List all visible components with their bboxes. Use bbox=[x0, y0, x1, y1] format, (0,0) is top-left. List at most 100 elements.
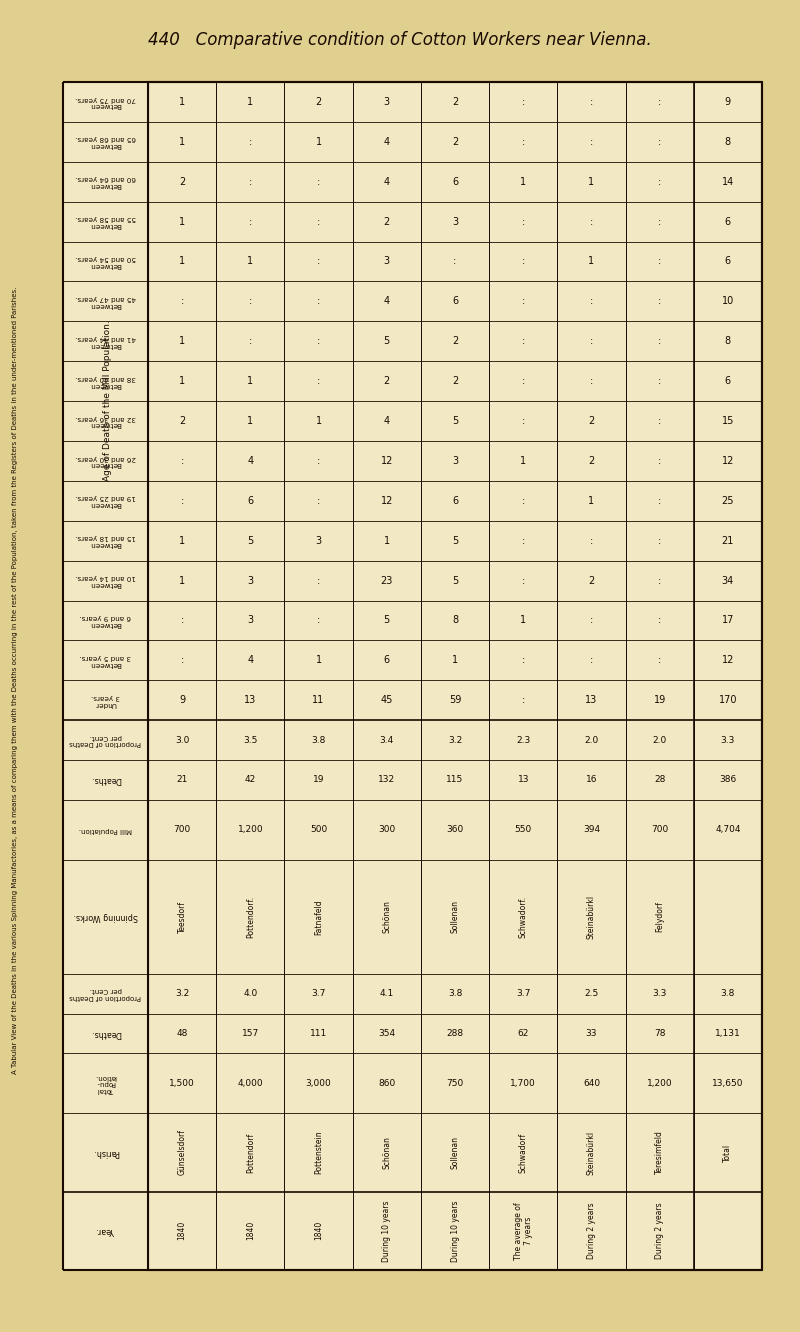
Text: 48: 48 bbox=[177, 1030, 188, 1038]
Bar bbox=[63, 83, 148, 1269]
Text: 1: 1 bbox=[520, 177, 526, 186]
Text: Deaths.: Deaths. bbox=[90, 1030, 121, 1038]
Text: 1: 1 bbox=[452, 655, 458, 665]
Text: :: : bbox=[658, 416, 662, 426]
Text: 1: 1 bbox=[179, 137, 185, 147]
Text: 2: 2 bbox=[588, 416, 594, 426]
Text: Between
19 and 25 years.: Between 19 and 25 years. bbox=[75, 494, 136, 507]
Text: 1: 1 bbox=[315, 655, 322, 665]
Text: 2: 2 bbox=[179, 416, 186, 426]
Text: 1: 1 bbox=[588, 496, 594, 506]
Text: Under
3 years.: Under 3 years. bbox=[91, 694, 120, 706]
Text: 1: 1 bbox=[179, 217, 185, 226]
Text: 15: 15 bbox=[722, 416, 734, 426]
Text: 132: 132 bbox=[378, 775, 395, 785]
Text: 8: 8 bbox=[725, 137, 731, 147]
Text: 3.3: 3.3 bbox=[653, 990, 667, 998]
Text: 3: 3 bbox=[247, 615, 254, 626]
Text: Deaths.: Deaths. bbox=[90, 775, 121, 785]
Text: 3: 3 bbox=[384, 257, 390, 266]
Text: 3.8: 3.8 bbox=[721, 990, 735, 998]
Text: 21: 21 bbox=[177, 775, 188, 785]
Text: :: : bbox=[522, 257, 525, 266]
Text: 12: 12 bbox=[722, 456, 734, 466]
Text: :: : bbox=[658, 137, 662, 147]
Text: 2: 2 bbox=[452, 376, 458, 386]
Text: 360: 360 bbox=[446, 826, 464, 834]
Text: 1,500: 1,500 bbox=[170, 1079, 195, 1088]
Text: 9: 9 bbox=[725, 97, 731, 107]
Text: :: : bbox=[317, 177, 320, 186]
Text: Fatnafeld: Fatnafeld bbox=[314, 899, 323, 935]
Text: 5: 5 bbox=[452, 535, 458, 546]
Text: :: : bbox=[658, 655, 662, 665]
Text: 1: 1 bbox=[179, 257, 185, 266]
Text: Steinabürkl: Steinabürkl bbox=[587, 895, 596, 939]
Text: Teresimfeld: Teresimfeld bbox=[655, 1131, 664, 1175]
Text: 157: 157 bbox=[242, 1030, 259, 1038]
Text: :: : bbox=[590, 655, 593, 665]
Text: 3: 3 bbox=[452, 456, 458, 466]
Text: Schönan: Schönan bbox=[382, 900, 391, 934]
Text: Parish.: Parish. bbox=[92, 1148, 119, 1158]
Text: Between
3 and 5 years.: Between 3 and 5 years. bbox=[80, 654, 131, 667]
Text: Between
70 and 75 years.: Between 70 and 75 years. bbox=[75, 96, 136, 108]
Text: Felydorf: Felydorf bbox=[655, 902, 664, 932]
Text: :: : bbox=[317, 456, 320, 466]
Text: 2: 2 bbox=[179, 177, 186, 186]
Text: 45: 45 bbox=[381, 695, 393, 705]
Text: Günselsdorf: Günselsdorf bbox=[178, 1130, 186, 1175]
Text: :: : bbox=[590, 376, 593, 386]
Text: 550: 550 bbox=[514, 826, 532, 834]
Text: :: : bbox=[181, 615, 184, 626]
Text: Mill Population.: Mill Population. bbox=[79, 827, 132, 832]
Text: During 2 years: During 2 years bbox=[587, 1203, 596, 1259]
Text: :: : bbox=[317, 376, 320, 386]
Text: 3.8: 3.8 bbox=[448, 990, 462, 998]
Text: 1: 1 bbox=[247, 97, 254, 107]
Text: 1: 1 bbox=[179, 376, 185, 386]
Text: 6: 6 bbox=[384, 655, 390, 665]
Text: Between
55 and 58 years.: Between 55 and 58 years. bbox=[75, 216, 136, 228]
Text: Pottenstein: Pottenstein bbox=[314, 1131, 323, 1175]
Text: 394: 394 bbox=[583, 826, 600, 834]
Text: :: : bbox=[454, 257, 457, 266]
Text: Between
10 and 14 years.: Between 10 and 14 years. bbox=[75, 574, 136, 587]
Text: 700: 700 bbox=[174, 826, 190, 834]
Text: 1840: 1840 bbox=[246, 1221, 255, 1240]
Text: :: : bbox=[317, 257, 320, 266]
Text: Schönan: Schönan bbox=[382, 1136, 391, 1169]
Text: 13: 13 bbox=[244, 695, 257, 705]
Text: :: : bbox=[522, 575, 525, 586]
Text: Schwadorf.: Schwadorf. bbox=[518, 895, 528, 938]
Text: :: : bbox=[658, 496, 662, 506]
Text: 6: 6 bbox=[725, 376, 731, 386]
Text: :: : bbox=[522, 97, 525, 107]
Text: 23: 23 bbox=[381, 575, 393, 586]
Text: :: : bbox=[590, 336, 593, 346]
Text: Age of Death of the Mill Population.: Age of Death of the Mill Population. bbox=[103, 321, 113, 481]
Text: 440   Comparative condition of Cotton Workers near Vienna.: 440 Comparative condition of Cotton Work… bbox=[148, 31, 652, 49]
Text: :: : bbox=[181, 496, 184, 506]
Text: 3: 3 bbox=[247, 575, 254, 586]
Text: 4: 4 bbox=[384, 416, 390, 426]
Text: A Tabular View of the Deaths in the various Spinning Manufactories, as a means o: A Tabular View of the Deaths in the vari… bbox=[12, 286, 18, 1074]
Text: 3: 3 bbox=[452, 217, 458, 226]
Text: 2: 2 bbox=[588, 456, 594, 466]
Text: 2: 2 bbox=[452, 137, 458, 147]
Text: :: : bbox=[590, 535, 593, 546]
Text: Proportion of Deaths
per Cent.: Proportion of Deaths per Cent. bbox=[70, 987, 142, 1000]
Text: 1: 1 bbox=[384, 535, 390, 546]
Text: :: : bbox=[522, 496, 525, 506]
Text: 1: 1 bbox=[520, 456, 526, 466]
Text: :: : bbox=[522, 416, 525, 426]
Text: 4: 4 bbox=[247, 456, 254, 466]
Text: 640: 640 bbox=[583, 1079, 600, 1088]
Text: Between
41 and 44 years.: Between 41 and 44 years. bbox=[75, 334, 136, 348]
Text: During 10 years: During 10 years bbox=[450, 1200, 459, 1261]
Text: :: : bbox=[658, 615, 662, 626]
Text: Sollenan: Sollenan bbox=[450, 900, 459, 934]
Text: 1: 1 bbox=[588, 257, 594, 266]
Text: :: : bbox=[590, 615, 593, 626]
Text: 5: 5 bbox=[452, 575, 458, 586]
